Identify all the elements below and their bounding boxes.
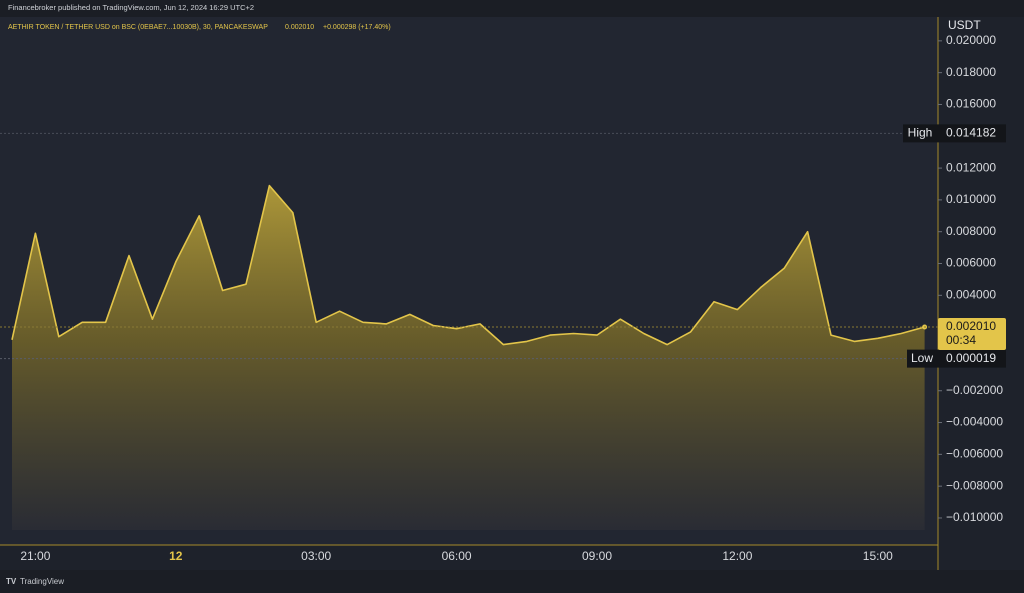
countdown: 00:34 — [946, 333, 976, 347]
low-value: 0.000019 — [946, 351, 996, 365]
x-tick-label: 15:00 — [863, 549, 893, 563]
area-fill — [12, 185, 925, 530]
price-axis — [938, 17, 1024, 545]
x-tick-label: 06:00 — [442, 549, 472, 563]
y-tick-label: −0.002000 — [946, 383, 1003, 397]
y-tick-label: 0.004000 — [946, 287, 996, 301]
y-tick-label: 0.010000 — [946, 192, 996, 206]
y-tick-label: −0.006000 — [946, 447, 1003, 461]
y-tick-label: 0.008000 — [946, 224, 996, 238]
y-tick-label: −0.004000 — [946, 415, 1003, 429]
x-tick-label: 12:00 — [722, 549, 752, 563]
high-value-bg — [938, 124, 1006, 143]
currency-label: USDT — [948, 18, 981, 32]
x-tick-label: 09:00 — [582, 549, 612, 563]
symbol-legend: AETHIR TOKEN / TETHER USD on BSC (0EBAE7… — [8, 24, 268, 31]
y-tick-label: −0.008000 — [946, 478, 1003, 492]
publisher-note: Financebroker published on TradingView.c… — [8, 3, 254, 12]
brand: TradingView — [20, 577, 64, 586]
last-price-bg — [938, 317, 1006, 350]
high-tag: High — [908, 126, 933, 140]
high-tag-bg — [903, 124, 938, 143]
y-tick-label: 0.012000 — [946, 160, 996, 174]
legend-price: 0.002010 — [285, 24, 314, 31]
low-tag: Low — [911, 351, 933, 365]
price-line — [11, 184, 925, 346]
logo-mark: TV — [6, 577, 17, 586]
y-tick-label: 0.016000 — [946, 97, 996, 111]
x-tick-label: 12 — [169, 549, 183, 563]
low-tag-bg — [907, 349, 938, 368]
y-tick-label: −0.010000 — [946, 510, 1003, 524]
last-price: 0.002010 — [946, 319, 996, 333]
low-value-bg — [938, 349, 1006, 368]
legend-change: +0.000298 (+17.40%) — [323, 24, 391, 31]
x-tick-label: 21:00 — [20, 549, 50, 563]
time-axis — [0, 545, 1024, 570]
x-tick-label: 03:00 — [301, 549, 331, 563]
high-value: 0.014182 — [946, 126, 996, 140]
y-tick-label: 0.018000 — [946, 65, 996, 79]
y-tick-label: 0.006000 — [946, 256, 996, 270]
y-tick-label: 0.020000 — [946, 33, 996, 47]
